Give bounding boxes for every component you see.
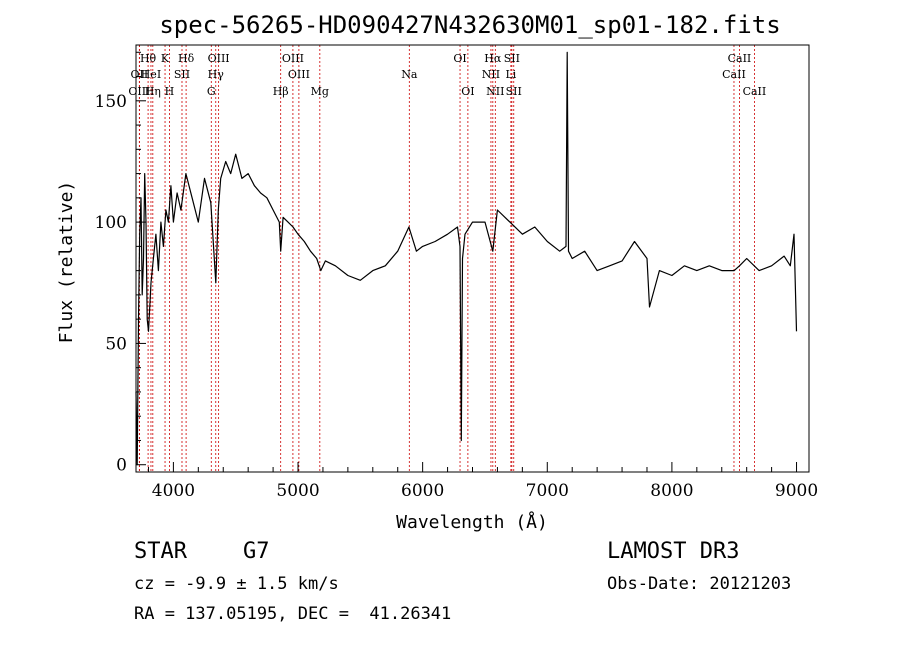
x-tick-label: 6000	[401, 481, 444, 501]
spectral-line-label: OIII	[282, 52, 304, 65]
spectral-line-label: NII	[482, 68, 500, 81]
spectral-line-label: SII	[506, 85, 522, 98]
class-label: STAR	[134, 539, 187, 564]
spectral-line-label: H	[165, 85, 175, 98]
plot-frame	[135, 44, 810, 473]
spectral-line-label: HeI	[141, 68, 161, 81]
obs-date: Obs-Date: 20121203	[607, 574, 792, 594]
x-axis: 4000 5000 6000 7000 8000 9000	[147, 462, 818, 501]
spectral-line-label: NII	[486, 85, 504, 98]
spectral-line-label: Hγ	[208, 68, 225, 81]
spectral-line-label: CaII	[743, 85, 767, 98]
spectral-line-label: Li	[505, 68, 516, 81]
coordinates-readout: RA = 137.05195, DEC = 41.26341	[134, 604, 452, 624]
subclass-label: G7	[243, 539, 270, 564]
spectral-line-label: CaII	[722, 68, 746, 81]
cz-readout: cz = -9.9 ± 1.5 km/s	[134, 574, 339, 594]
y-tick-label: 100	[95, 213, 127, 233]
y-axis-label: Flux (relative)	[56, 181, 77, 344]
spectral-line-label: Na	[401, 68, 418, 81]
survey-label: LAMOST DR3	[607, 539, 740, 564]
x-tick-label: 9000	[775, 481, 818, 501]
x-tick-label: 4000	[152, 481, 195, 501]
y-tick-label: 0	[116, 456, 127, 476]
x-tick-label: 8000	[650, 481, 693, 501]
spectral-line-label: OII	[131, 68, 149, 81]
y-tick-label: 50	[105, 334, 127, 354]
spectral-line-label: OIII	[208, 52, 230, 65]
x-axis-label: Wavelength (Å)	[396, 511, 548, 533]
spectral-line-label: K	[161, 52, 170, 65]
y-axis: 0 50 100 150	[95, 51, 146, 476]
x-tick-label: 5000	[276, 481, 319, 501]
spectral-line-label: OI	[453, 52, 466, 65]
spectral-line-markers	[138, 45, 755, 472]
spectral-line-label: SII	[504, 52, 520, 65]
x-tick-label: 7000	[526, 481, 569, 501]
spectral-line-labels: Hθ OII OIII HeI Hη K SII H Hδ OIII Hγ G OIII OIII Hβ Mg…	[128, 52, 766, 98]
y-tick-label: 150	[95, 92, 127, 112]
spectral-line-label: Hθ	[140, 52, 157, 65]
spectral-line-label: G	[207, 85, 216, 98]
spectral-line-label: OI	[461, 85, 474, 98]
spectral-line-label: CaII	[728, 52, 752, 65]
spectral-line-label: Hα	[484, 52, 502, 65]
spectral-line-label: Mg	[311, 85, 329, 98]
chart-title: spec-56265-HD090427N432630M01_sp01-182.f…	[159, 11, 780, 39]
spectral-line-label: Hδ	[178, 52, 195, 65]
spectral-line-label: Hη	[145, 85, 161, 98]
spectral-line-label: Hβ	[273, 85, 289, 98]
spectral-line-label: SII	[174, 68, 190, 81]
spectral-line-label: OIII	[128, 85, 150, 98]
spectral-line-label: OIII	[288, 68, 310, 81]
spectrum-series-line	[135, 51, 798, 466]
